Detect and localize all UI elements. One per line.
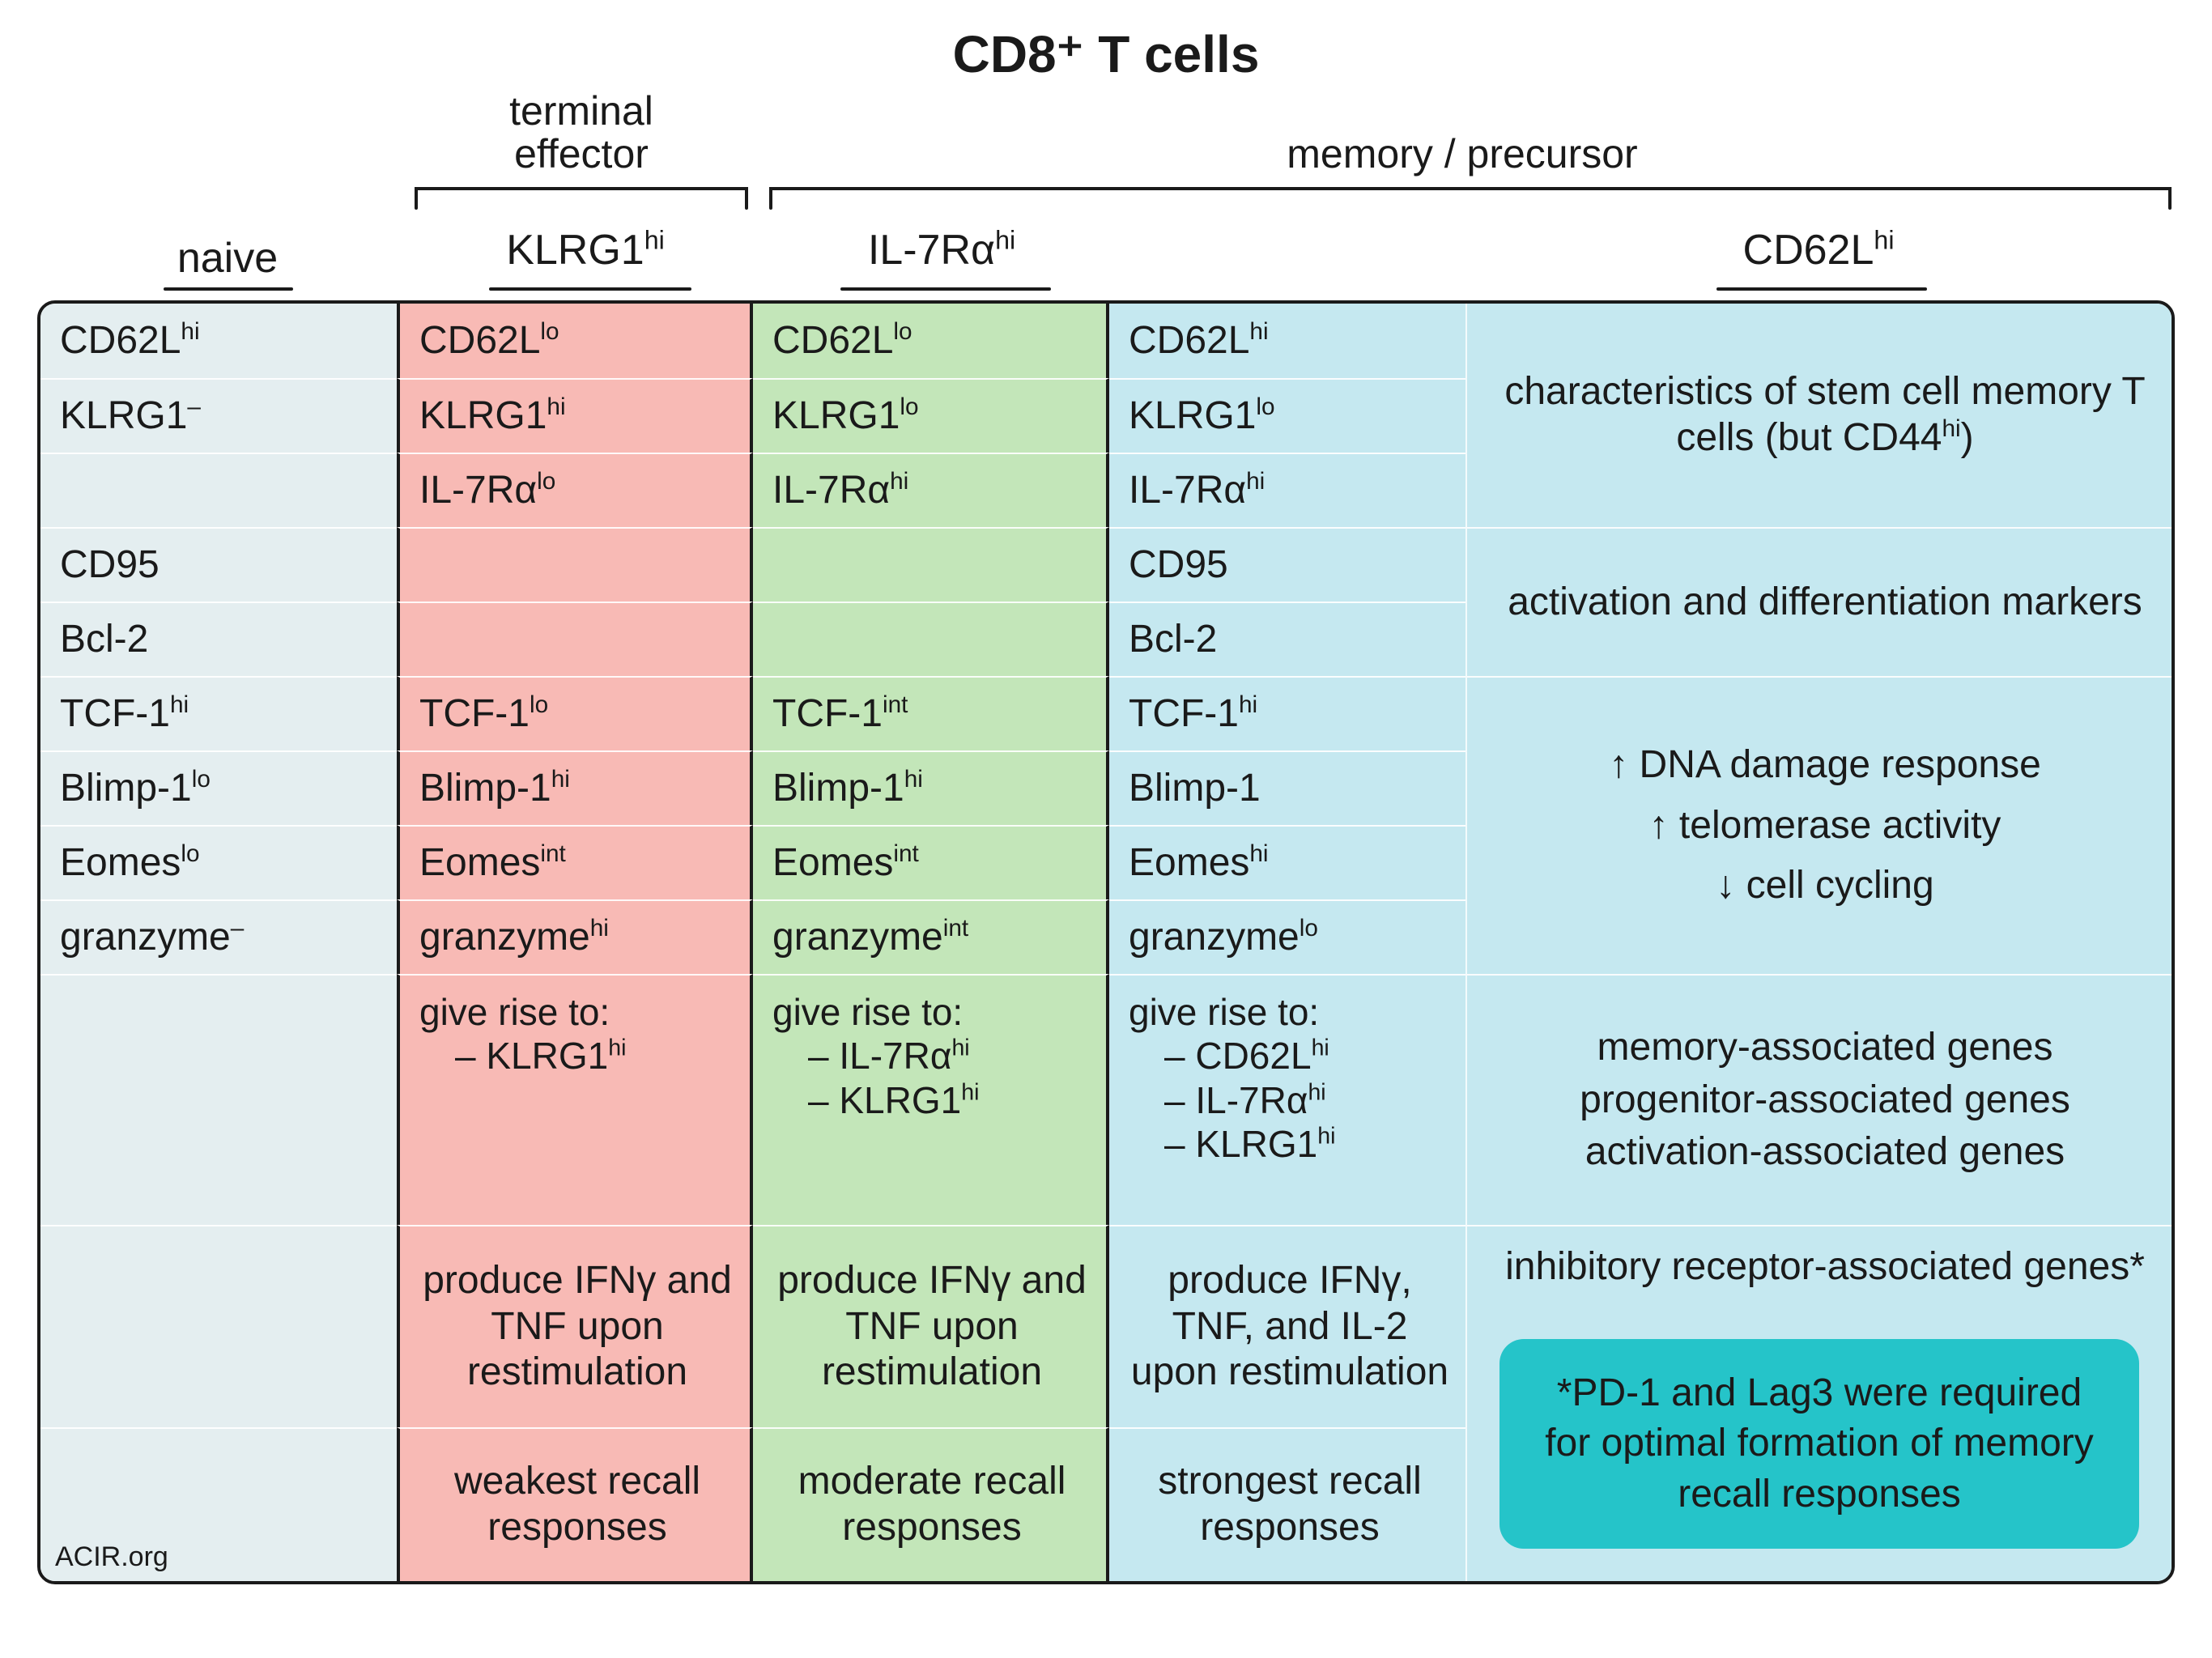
cell-cd62l-r6: TCF-1hi (1109, 676, 1465, 750)
cell-cd62l-r4: CD95 (1109, 527, 1465, 602)
chart-table: CD62Lhi CD62Llo CD62Llo CD62Lhi characte… (37, 300, 2175, 1584)
cell-cd62l-r1: CD62Lhi (1109, 304, 1465, 378)
bracket-terminal (411, 181, 751, 213)
cell-il7r-recall: moderate recall responses (753, 1427, 1109, 1581)
cell-naive-r6: TCF-1hi (40, 676, 397, 750)
cell-cd62l-r3: IL-7Rαhi (1109, 453, 1465, 527)
bracket-memory (766, 181, 2175, 213)
cell-il7r-r2: KLRG1lo (753, 378, 1109, 453)
cell-cd62l-r2: KLRG1lo (1109, 378, 1465, 453)
underline-il7r (840, 286, 1051, 292)
cell-klrg1-r1: CD62Llo (397, 304, 753, 378)
cell-il7r-r6: TCF-1int (753, 676, 1109, 750)
cell-cd62l-r9: granzymelo (1109, 899, 1465, 974)
cell-klrg1-r5 (397, 602, 753, 676)
footnote-box: *PD-1 and Lag3 were required for optimal… (1499, 1339, 2139, 1549)
col-header-cd62l: CD62Lhi (1478, 226, 2159, 274)
cell-cd62l-r5: Bcl-2 (1109, 602, 1465, 676)
header-area: terminal effector memory / precursor nai… (37, 90, 2175, 300)
underline-cd62l (1716, 286, 1927, 292)
cell-klrg1-recall: weakest recall responses (397, 1427, 753, 1581)
cell-naive-giverise (40, 974, 397, 1225)
cell-il7r-r1: CD62Llo (753, 304, 1109, 378)
page-title: CD8⁺ T cells (953, 24, 1260, 85)
source-label: ACIR.org (55, 1541, 168, 1573)
cell-naive-produce (40, 1225, 397, 1427)
cell-klrg1-r8: Eomesint (397, 825, 753, 899)
cell-cd62l-r8: Eomeshi (1109, 825, 1465, 899)
cell-klrg1-r4 (397, 527, 753, 602)
cell-il7r-r4 (753, 527, 1109, 602)
cell-il7r-r7: Blimp-1hi (753, 750, 1109, 825)
desc-4: memory-associated genes progenitor-assoc… (1465, 974, 2175, 1225)
group-label-terminal: terminal effector (419, 90, 743, 175)
cell-cd62l-produce: produce IFNγ, TNF, and IL-2 upon restimu… (1109, 1225, 1465, 1427)
cell-naive-r8: Eomeslo (40, 825, 397, 899)
cell-klrg1-r9: granzymehi (397, 899, 753, 974)
cell-naive-r9: granzyme– (40, 899, 397, 974)
cell-klrg1-produce: produce IFNγ and TNF upon restimulation (397, 1225, 753, 1427)
cell-naive-r5: Bcl-2 (40, 602, 397, 676)
cell-cd62l-r7: Blimp-1 (1109, 750, 1465, 825)
underline-naive (164, 286, 293, 292)
desc-2: activation and differentiation markers (1465, 527, 2175, 676)
cell-naive-r7: Blimp-1lo (40, 750, 397, 825)
cell-naive-r1: CD62Lhi (40, 304, 397, 378)
cell-il7r-giverise: give rise to: – IL-7Rαhi – KLRG1hi (753, 974, 1109, 1225)
col-header-klrg1: KLRG1hi (411, 226, 759, 274)
cell-klrg1-giverise: give rise to: – KLRG1hi (397, 974, 753, 1225)
underline-klrg1 (489, 286, 691, 292)
cell-klrg1-r7: Blimp-1hi (397, 750, 753, 825)
cell-cd62l-recall: strongest recall responses (1109, 1427, 1465, 1581)
cell-il7r-produce: produce IFNγ and TNF upon restimulation (753, 1225, 1109, 1427)
cell-naive-r4: CD95 (40, 527, 397, 602)
desc-1: characteristics of stem cell memory T ce… (1465, 304, 2175, 527)
cell-klrg1-r2: KLRG1hi (397, 378, 753, 453)
desc-3: ↑ DNA damage response ↑ telomerase activ… (1465, 676, 2175, 974)
cell-il7r-r3: IL-7Rαhi (753, 453, 1109, 527)
group-label-memory: memory / precursor (766, 130, 2159, 177)
cell-il7r-r5 (753, 602, 1109, 676)
cell-il7r-r8: Eomesint (753, 825, 1109, 899)
cell-cd62l-giverise: give rise to: – CD62Lhi – IL-7Rαhi – KLR… (1109, 974, 1465, 1225)
col-header-il7r: IL-7Rαhi (768, 226, 1116, 274)
cell-naive-r3 (40, 453, 397, 527)
cell-naive-r2: KLRG1– (40, 378, 397, 453)
cell-il7r-r9: granzymeint (753, 899, 1109, 974)
cell-klrg1-r6: TCF-1lo (397, 676, 753, 750)
col-header-naive: naive (53, 234, 402, 283)
cell-klrg1-r3: IL-7Rαlo (397, 453, 753, 527)
